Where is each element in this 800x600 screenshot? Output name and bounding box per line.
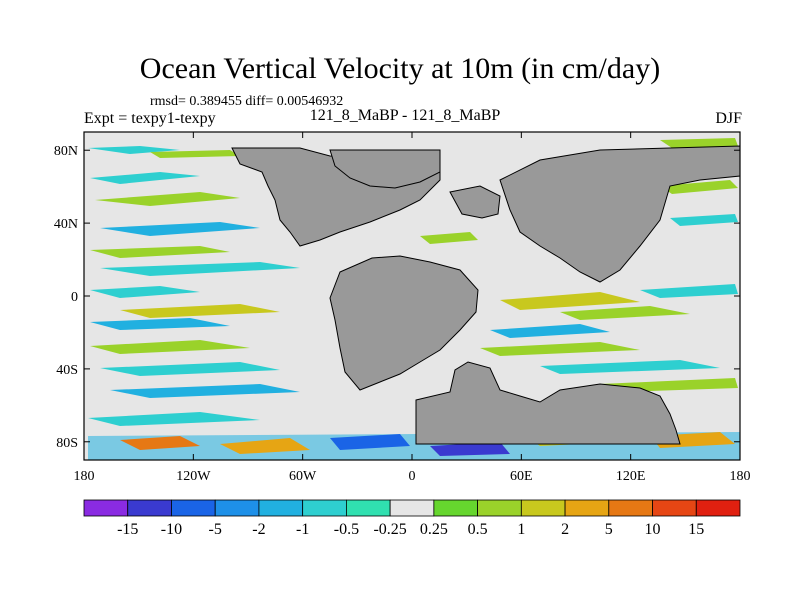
lon-tick-label: 60E: [510, 469, 533, 484]
colorbar-swatch: [258, 499, 304, 517]
latitude-ticks: 80N 40N 0 40S 80S: [54, 144, 740, 451]
experiment-label: Expt = texpy1-texpy: [84, 110, 216, 127]
colorbar-label: -2: [252, 521, 265, 538]
colorbar-swatch: [214, 499, 260, 517]
lat-tick-label: 40N: [54, 217, 78, 232]
colorbar-label: -5: [209, 521, 222, 538]
colorbar-swatch: [520, 499, 566, 517]
colorbar-swatch: [695, 499, 741, 517]
colorbar-label: -0.5: [334, 521, 359, 538]
colorbar-label: 2: [561, 521, 569, 538]
colorbar-label: -15: [117, 521, 138, 538]
colorbar-swatch: [345, 499, 391, 517]
lon-tick-label: 60W: [289, 469, 317, 484]
colorbar-swatch: [477, 499, 522, 517]
lat-tick-label: 0: [71, 290, 78, 305]
season-label: DJF: [715, 110, 742, 127]
colorbar-label: 15: [688, 521, 704, 538]
colorbar-label: 1: [517, 521, 525, 538]
chart-title: Ocean Vertical Velocity at 10m (in cm/da…: [139, 52, 661, 85]
colorbar-swatch: [302, 499, 347, 517]
antarctica-land: [415, 361, 681, 445]
greenland-land: [329, 149, 441, 189]
eurasia-land: [499, 145, 741, 283]
colorbar-label: 0.5: [468, 521, 488, 538]
lat-tick-label: 80N: [54, 144, 78, 159]
colorbar-swatch: [389, 499, 435, 517]
colorbar-label: -10: [161, 521, 182, 538]
colorbar-label: 5: [605, 521, 613, 538]
europe-land: [449, 185, 501, 219]
colorbar-swatch: [564, 499, 610, 517]
colorbar-label: -0.25: [373, 521, 406, 538]
stats-text: rmsd= 0.389455 diff= 0.00546932: [150, 94, 344, 109]
colorbar-label: -1: [296, 521, 309, 538]
lon-tick-label: 120W: [176, 469, 211, 484]
colorbar-label: 10: [645, 521, 661, 538]
colorbar-swatch: [433, 499, 479, 517]
lon-tick-label: 180: [730, 469, 751, 484]
colorbar-swatch: [608, 499, 653, 517]
colorbar: -15 -10 -5 -2 -1 -0.5 -0.25 0.25 0.5 1 2 5 10 15: [83, 499, 741, 538]
lon-tick-label: 180: [74, 469, 95, 484]
colorbar-swatch: [127, 499, 172, 517]
colorbar-swatch: [83, 499, 129, 517]
colorbar-swatch: [652, 499, 697, 517]
south-america-land: [329, 255, 479, 391]
colorbar-swatch: [171, 499, 216, 517]
lat-tick-label: 40S: [56, 363, 78, 378]
colorbar-label: 0.25: [420, 521, 448, 538]
lon-tick-label: 0: [409, 469, 416, 484]
longitude-ticks: 180 120W 60W 0 60E 120E 180: [74, 132, 751, 484]
run-label: 121_8_MaBP - 121_8_MaBP: [309, 107, 501, 124]
lat-tick-label: 80S: [56, 436, 78, 451]
land-masses: [231, 145, 741, 445]
lon-tick-label: 120E: [616, 469, 646, 484]
